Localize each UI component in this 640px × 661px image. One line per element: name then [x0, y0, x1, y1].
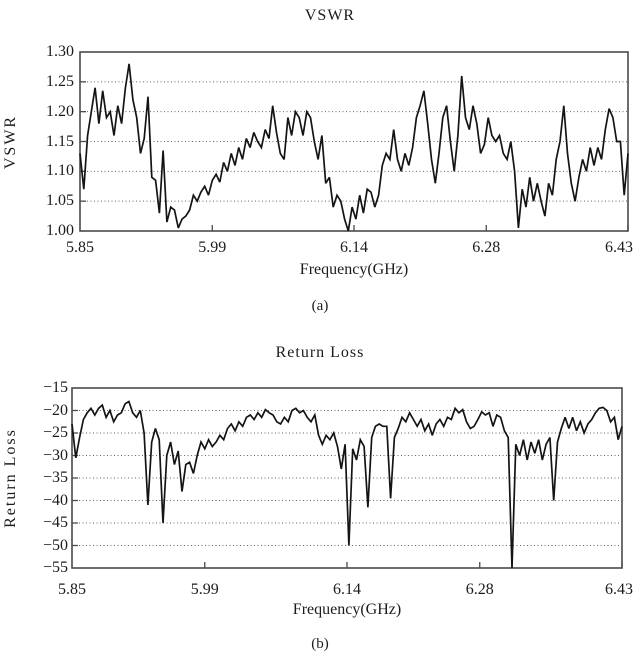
panel-b-caption: (b) — [311, 636, 329, 652]
y-tick-label: −15 — [42, 379, 68, 396]
y-tick-label: 1.10 — [46, 162, 74, 180]
y-tick-label: 1.20 — [46, 102, 74, 120]
return-loss-chart-title: Return Loss — [275, 344, 365, 361]
x-tick-label: 6.14 — [340, 239, 368, 256]
y-tick-label: −30 — [42, 446, 68, 464]
x-tick-label: 6.28 — [465, 581, 494, 598]
vswr-plot — [79, 51, 629, 232]
x-tick-label: 5.85 — [66, 239, 94, 256]
vswr-y-axis-label: VSWR — [2, 114, 19, 170]
return-loss-x-axis-label: Frequency(GHz) — [292, 601, 402, 618]
y-tick-label: 1.25 — [46, 72, 74, 90]
return-loss-plot — [71, 387, 623, 569]
x-tick-label: 5.85 — [58, 581, 86, 598]
y-tick-label: −35 — [42, 469, 68, 486]
vswr-trace — [79, 63, 629, 232]
y-tick-label: −55 — [42, 559, 68, 576]
y-tick-label: −45 — [42, 514, 68, 531]
y-tick-label: 1.05 — [46, 192, 74, 210]
y-tick-label: −20 — [42, 401, 68, 419]
x-tick-label: 6.43 — [605, 239, 633, 256]
vswr-x-axis-label: Frequency(GHz) — [299, 261, 409, 278]
y-tick-label: −25 — [42, 424, 68, 441]
x-tick-label: 5.99 — [190, 581, 219, 598]
y-tick-label: 1.00 — [46, 222, 74, 239]
y-tick-label: 1.30 — [46, 43, 74, 60]
y-tick-label: −40 — [42, 491, 68, 509]
x-tick-label: 6.28 — [472, 239, 501, 256]
y-tick-label: −50 — [42, 536, 68, 554]
return-loss-y-axis-label: Return Loss — [2, 428, 19, 528]
x-tick-label: 6.43 — [605, 581, 633, 598]
x-tick-label: 6.14 — [333, 581, 361, 598]
x-tick-label: 5.99 — [198, 239, 227, 256]
return-loss-trace — [71, 400, 623, 569]
panel-a-caption: (a) — [311, 298, 329, 314]
y-tick-label: 1.15 — [46, 132, 74, 150]
vswr-chart-title: VSWR — [304, 7, 356, 24]
